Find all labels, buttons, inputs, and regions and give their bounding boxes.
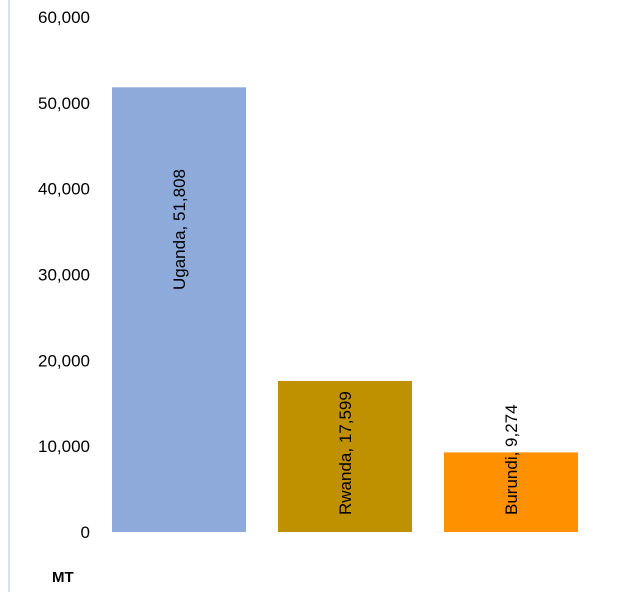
bar-burundi xyxy=(444,452,578,532)
bar-data-labels: Uganda, 51,808 Rwanda, 17,599 Burundi, 9,2… xyxy=(170,169,521,515)
bars xyxy=(112,87,578,532)
y-tick-label: 60,000 xyxy=(38,8,90,27)
y-tick-label: 50,000 xyxy=(38,94,90,113)
y-tick-label: 0 xyxy=(81,523,90,542)
bar-uganda xyxy=(112,87,246,532)
y-tick-label: 10,000 xyxy=(38,437,90,456)
bar-data-label: Uganda, 51,808 xyxy=(170,169,189,290)
bar-data-label: Rwanda, 17,599 xyxy=(336,391,355,515)
bar-rwanda xyxy=(278,380,412,532)
bar-data-label: Burundi, 9,274 xyxy=(502,404,521,515)
y-axis-unit-label: MT xyxy=(52,569,74,586)
y-tick-label: 20,000 xyxy=(38,351,90,370)
y-tick-label: 40,000 xyxy=(38,180,90,199)
y-tick-label: 30,000 xyxy=(38,266,90,285)
y-axis-ticks: 0 10,000 20,000 30,000 40,000 50,000 60,000 xyxy=(38,8,90,542)
